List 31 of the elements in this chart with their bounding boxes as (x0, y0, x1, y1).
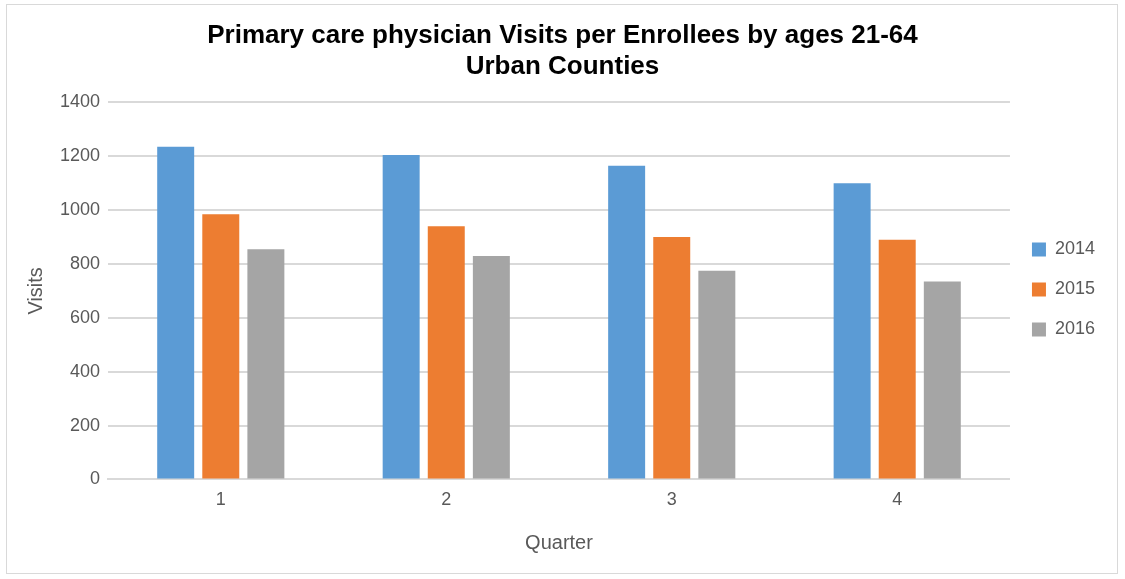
chart-title: Primary care physician Visits per Enrollees by ages 21-64 (207, 18, 919, 49)
y-tick-label: 800 (70, 252, 101, 273)
y-tick-label: 0 (90, 468, 101, 489)
y-tick-label: 1000 (60, 199, 101, 220)
x-tick-label: 3 (666, 489, 677, 510)
y-axis-title: Visits (23, 267, 46, 315)
bar (653, 237, 691, 479)
bar (427, 226, 465, 479)
bar (698, 270, 736, 479)
bar (608, 165, 646, 479)
y-tick-label: 400 (70, 360, 101, 381)
legend-label: 2016 (1054, 318, 1095, 339)
y-tick-label: 600 (70, 306, 101, 327)
bar (247, 249, 285, 479)
y-tick-label: 1400 (60, 91, 101, 112)
y-tick-label: 200 (70, 414, 101, 435)
x-tick-label: 2 (441, 489, 452, 510)
bar (833, 183, 871, 479)
bar (878, 239, 916, 479)
x-tick-label: 1 (215, 489, 226, 510)
bar (472, 255, 510, 479)
y-tick-label: 1200 (60, 145, 101, 166)
chart-subtitle: Urban Counties (465, 49, 660, 80)
x-axis-title: Quarter (525, 530, 594, 553)
bar (923, 281, 961, 479)
legend-label: 2014 (1054, 238, 1095, 259)
bar (157, 146, 195, 479)
legend-label: 2015 (1054, 278, 1095, 299)
bar (382, 154, 420, 479)
bar (202, 214, 240, 479)
x-tick-label: 4 (892, 489, 903, 510)
